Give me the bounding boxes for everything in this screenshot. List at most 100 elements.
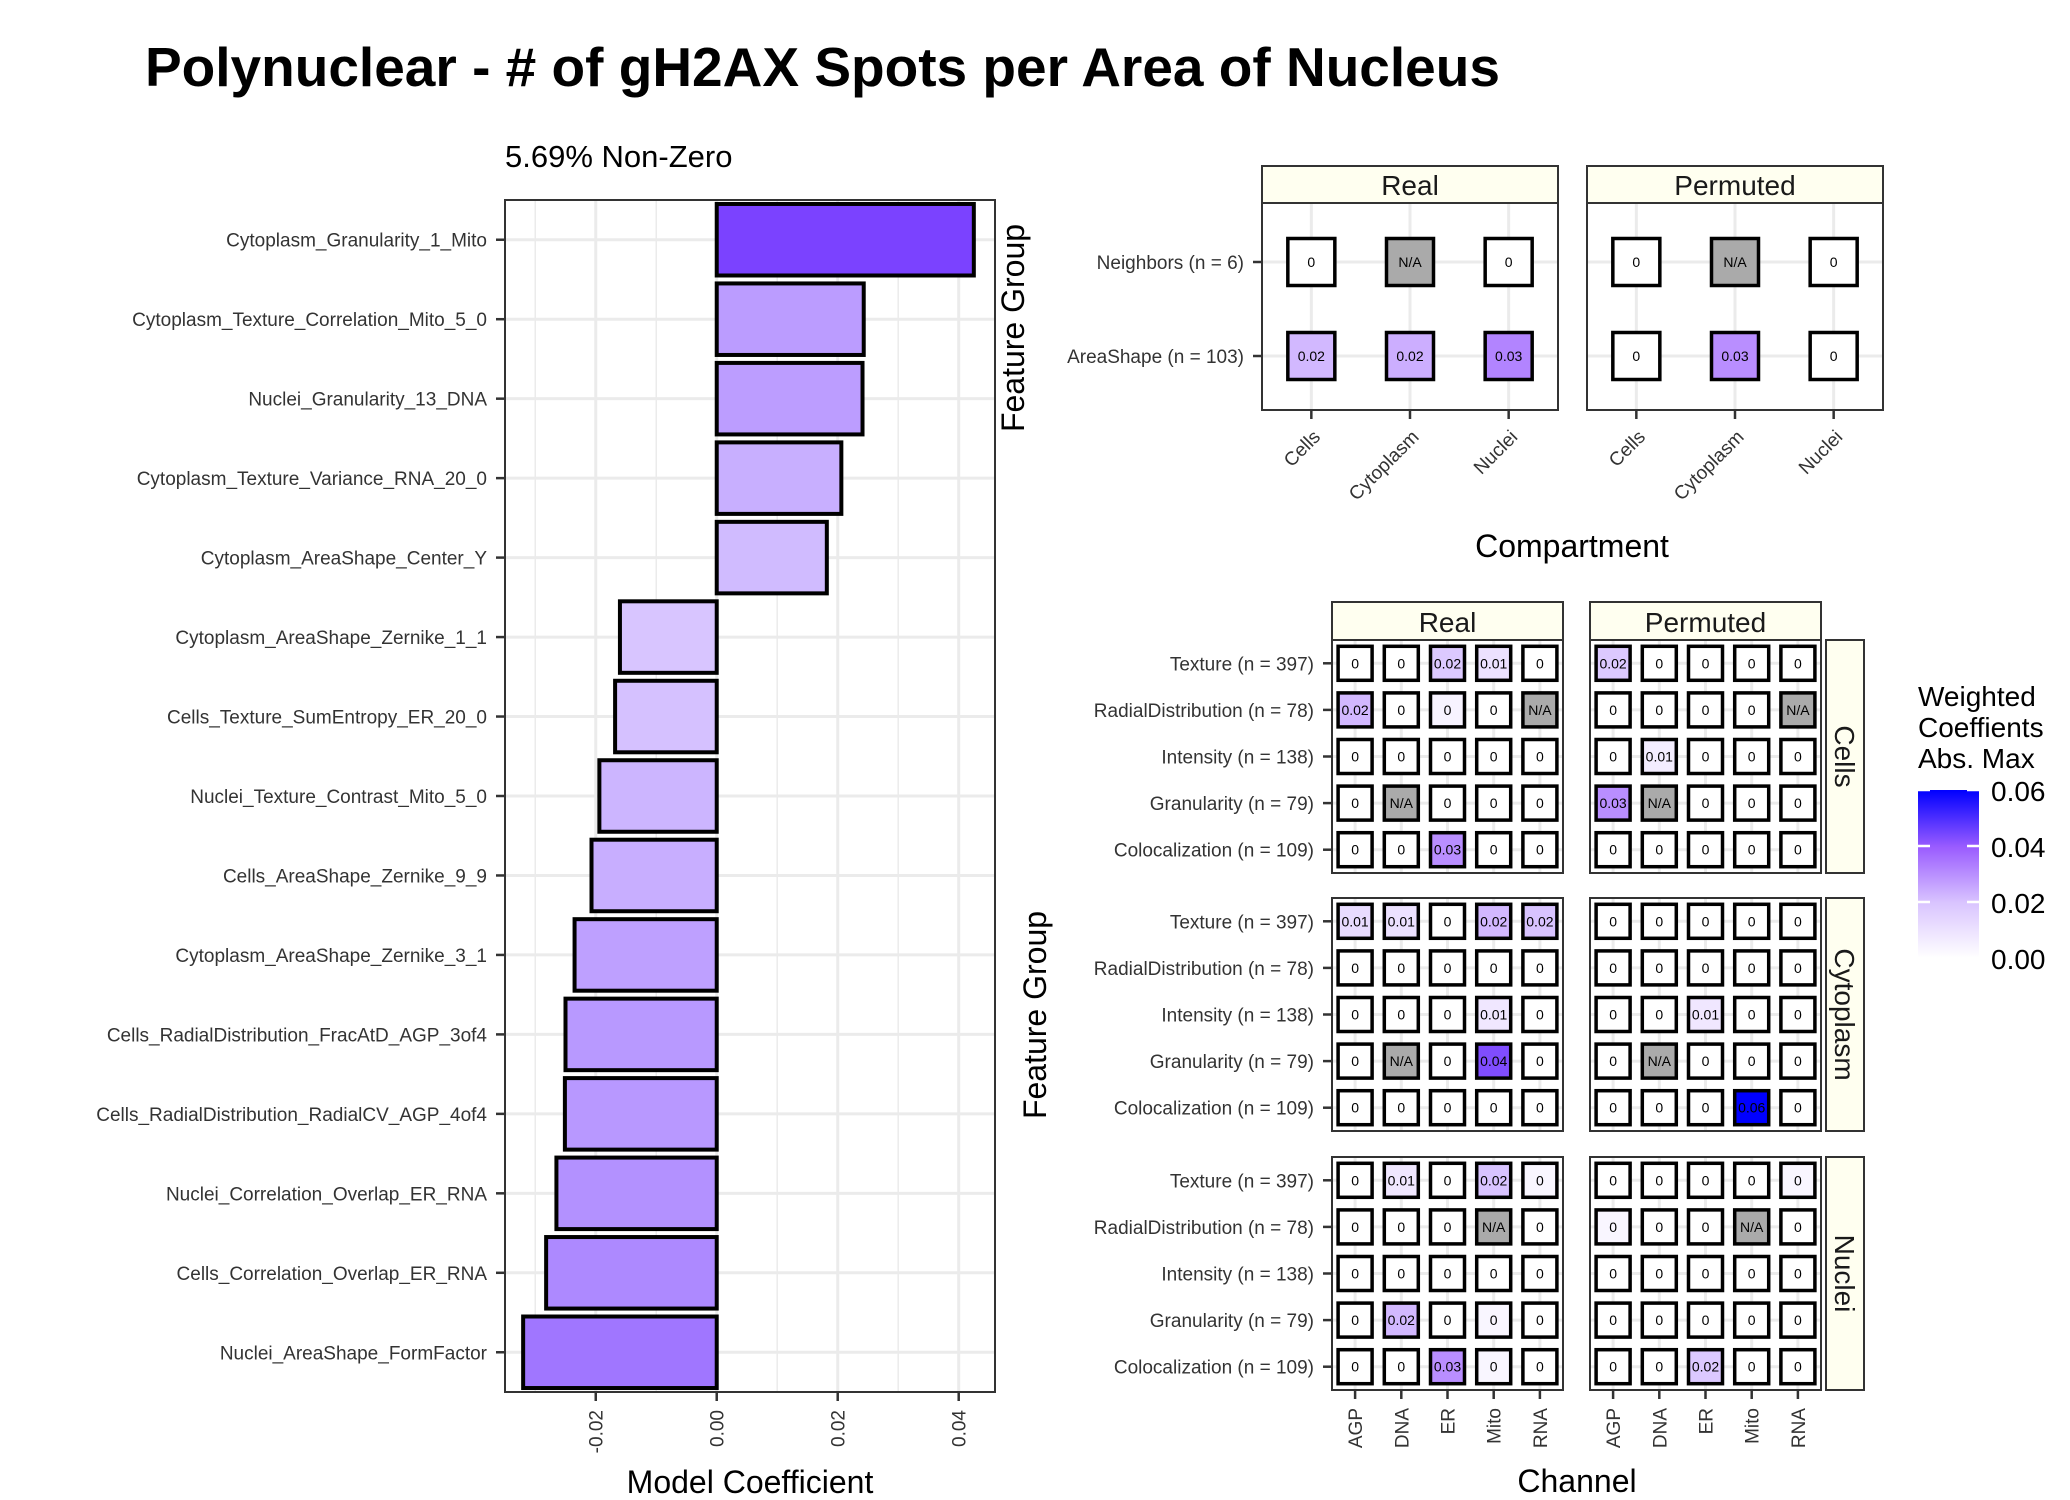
heatmap-cell-label: 0 — [1536, 1312, 1544, 1328]
heatmap-cell-label: 0 — [1536, 842, 1544, 858]
heatmap-cell-label: 0 — [1536, 749, 1544, 765]
heatmap-cell-label: 0 — [1794, 842, 1802, 858]
heatmap-cell — [1779, 1161, 1817, 1200]
heatmap-cell-label: 0 — [1397, 1100, 1405, 1116]
heatmap-cell — [1640, 737, 1679, 776]
bar-8 — [589, 837, 719, 914]
heatmap-cell-label: 0 — [1397, 1266, 1405, 1282]
heatmap-cell — [1336, 1254, 1374, 1293]
heatmap-cell — [1686, 995, 1725, 1034]
heatmap-cell-label: 0.03 — [1434, 842, 1461, 858]
bar-category-label: Nuclei_Granularity_13_DNA — [248, 390, 487, 411]
heatmap-cell — [1382, 995, 1421, 1034]
legend-title-line: Weighted — [1918, 681, 2036, 712]
heatmap-cell-label: 0 — [1702, 655, 1710, 671]
heatmap-cell-label: 0 — [1748, 1053, 1756, 1069]
figure-title: Polynuclear - # of gH2AX Spots per Area … — [145, 36, 1500, 98]
heatmap-cell — [1808, 236, 1859, 288]
heatmap-cell — [1382, 1088, 1421, 1127]
heatmap-cell-label: 0 — [1702, 842, 1710, 858]
bar-13 — [544, 1235, 719, 1311]
heatmap-cell — [1732, 1254, 1771, 1293]
heatmap-cell — [1594, 1042, 1632, 1080]
heatmap-cell-label: N/A — [1528, 702, 1552, 718]
legend-title-line: Abs. Max — [1918, 743, 2035, 774]
heatmap-cell-label: 0 — [1397, 655, 1405, 671]
heatmap-cell — [1521, 784, 1559, 822]
heatmap-cell-label: 0 — [1794, 655, 1802, 671]
heatmap-cell-label: 0 — [1609, 1359, 1617, 1375]
heatmap-cell-label: 0 — [1444, 1172, 1452, 1188]
heatmap-cell — [1779, 1301, 1817, 1339]
bar-category-label: Cytoplasm_AreaShape_Center_Y — [201, 549, 488, 570]
heatmap-cell-label: 0 — [1794, 960, 1802, 976]
channel-y-axis-label: Feature Group — [1017, 911, 1053, 1119]
heatmap-cell-label: 0 — [1632, 348, 1640, 364]
heatmap-cell-label: 0 — [1609, 842, 1617, 858]
heatmap-cell — [1428, 949, 1467, 987]
heatmap-cell — [1594, 1347, 1632, 1386]
bar-10 — [563, 996, 719, 1073]
heatmap-cell — [1686, 1208, 1725, 1246]
heatmap-cell — [1732, 1208, 1771, 1246]
bar-category-label: Nuclei_Texture_Contrast_Mito_5_0 — [190, 787, 487, 808]
heatmap-cell — [1336, 691, 1374, 729]
heatmap-cell-label: 0 — [1397, 960, 1405, 976]
heatmap-cell-label: 0 — [1748, 1007, 1756, 1023]
heatmap-cell — [1686, 1161, 1725, 1200]
heatmap-cell — [1382, 830, 1421, 869]
heatmap-cell — [1521, 1254, 1559, 1293]
heatmap-cell-label: 0 — [1794, 1266, 1802, 1282]
heatmap-cell-label: 0 — [1609, 1100, 1617, 1116]
heatmap-cell — [1336, 1208, 1374, 1246]
heatmap-cell — [1640, 644, 1679, 683]
heatmap-cell — [1779, 1088, 1817, 1127]
heatmap-y-tick-label: Colocalization (n = 109) — [1114, 1358, 1314, 1379]
heatmap-cell — [1382, 1347, 1421, 1386]
heatmap-cell-label: 0.02 — [1388, 1312, 1415, 1328]
heatmap-x-tick-label: DNA — [1392, 1408, 1413, 1448]
facet-row-strip-label: Nuclei — [1829, 1235, 1860, 1313]
bar-3 — [714, 440, 844, 516]
heatmap-cell-label: 0 — [1702, 960, 1710, 976]
heatmap-cell-label: 0 — [1748, 702, 1756, 718]
heatmap-y-tick-label: Intensity (n = 138) — [1161, 748, 1314, 769]
heatmap-cell — [1732, 902, 1771, 941]
heatmap-cell — [1686, 1254, 1725, 1293]
heatmap-cell — [1686, 1301, 1725, 1339]
heatmap-cell-label: 0 — [1702, 1053, 1710, 1069]
heatmap-cell-label: 0.02 — [1396, 348, 1423, 364]
heatmap-cell — [1732, 1088, 1771, 1127]
heatmap-cell — [1779, 902, 1817, 941]
heatmap-cell — [1779, 1254, 1817, 1293]
heatmap-cell-label: N/A — [1786, 702, 1810, 718]
heatmap-cell-label: N/A — [1390, 1053, 1414, 1069]
heatmap-cell — [1594, 1254, 1632, 1293]
heatmap-cell-label: 0 — [1748, 1266, 1756, 1282]
heatmap-cell-label: 0 — [1444, 749, 1452, 765]
heatmap-cell-label: 0 — [1397, 702, 1405, 718]
heatmap-cell — [1384, 330, 1436, 382]
heatmap-cell-label: 0 — [1351, 1053, 1359, 1069]
heatmap-y-tick-label: Granularity (n = 79) — [1150, 794, 1314, 815]
heatmap-cell — [1732, 995, 1771, 1034]
facet-row-strip-cytoplasm — [1825, 897, 1865, 1132]
heatmap-cell — [1779, 949, 1817, 987]
heatmap-cell-label: 0 — [1655, 913, 1663, 929]
heatmap-cell-label: 0 — [1702, 1172, 1710, 1188]
heatmap-cell — [1594, 644, 1632, 683]
heatmap-cell — [1732, 830, 1771, 869]
heatmap-cell — [1686, 1088, 1725, 1127]
heatmap-cell — [1686, 1347, 1725, 1386]
heatmap-cell — [1382, 949, 1421, 987]
heatmap-cell — [1521, 949, 1559, 987]
heatmap-cell — [1428, 784, 1467, 822]
heatmap-cell — [1709, 330, 1761, 382]
heatmap-cell — [1382, 644, 1421, 683]
heatmap-cell-label: 0 — [1702, 749, 1710, 765]
heatmap-cell-label: 0 — [1609, 1312, 1617, 1328]
heatmap-y-tick-label: Texture (n = 397) — [1170, 654, 1314, 675]
heatmap-cell-label: 0 — [1444, 1219, 1452, 1235]
